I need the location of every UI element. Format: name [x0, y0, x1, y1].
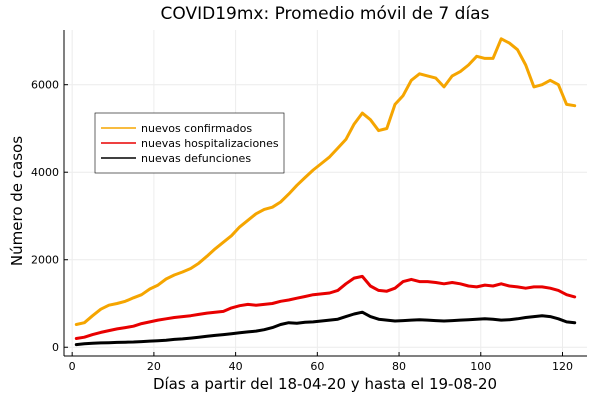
y-tick-label: 6000 — [31, 79, 59, 92]
y-tick-label: 2000 — [31, 254, 59, 267]
legend-label-2: nuevas defunciones — [141, 152, 251, 165]
x-tick-label: 20 — [147, 360, 161, 373]
y-tick-label: 0 — [52, 341, 59, 354]
series-line-1 — [74, 274, 577, 340]
series-line-0 — [74, 37, 577, 326]
x-tick-label: 80 — [392, 360, 406, 373]
y-tick-label: 4000 — [31, 166, 59, 179]
legend: nuevos confirmados nuevas hospitalizacio… — [94, 112, 285, 174]
x-axis-label: Días a partir del 18-04-20 y hasta el 19… — [153, 375, 497, 393]
y-axis-label: Número de casos — [8, 136, 26, 266]
grid — [64, 30, 587, 356]
series-line-2 — [74, 310, 577, 347]
x-tick-label: 100 — [470, 360, 491, 373]
x-tick-label: 120 — [552, 360, 573, 373]
series-lines — [74, 37, 577, 347]
x-tick-label: 0 — [69, 360, 76, 373]
tick-labels: 0 20 40 60 80 100 120 0 2000 4000 6000 — [31, 79, 573, 373]
axes — [63, 30, 587, 357]
legend-label-0: nuevos confirmados — [141, 122, 252, 135]
x-tick-label: 60 — [310, 360, 324, 373]
x-tick-label: 40 — [229, 360, 243, 373]
chart-title: COVID19mx: Promedio móvil de 7 días — [161, 4, 490, 24]
legend-label-1: nuevas hospitalizaciones — [141, 137, 279, 150]
